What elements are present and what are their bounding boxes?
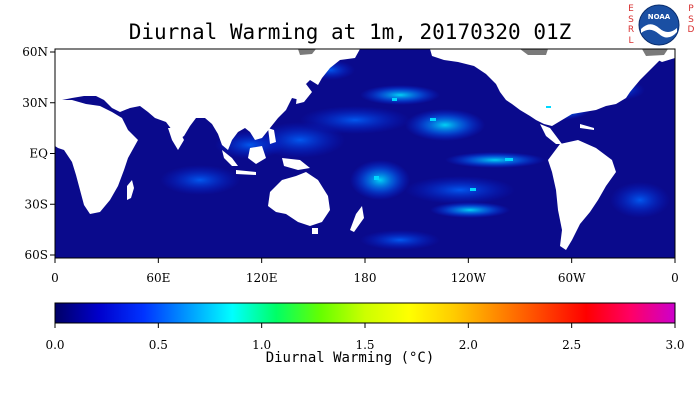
longitude-ticks: 0 60E 120E 180 120W 60W 0 (51, 258, 679, 285)
map-title: Diurnal Warming at 1m, 20170320 01Z (128, 20, 572, 44)
lon-tick-label: 0 (671, 271, 679, 285)
lat-tick-label: 30S (25, 197, 49, 211)
lat-tick-label: EQ (29, 147, 48, 161)
new-zealand (350, 206, 364, 232)
warming-speckles (374, 98, 551, 191)
japan (296, 84, 312, 104)
logo-letter: L (628, 35, 634, 46)
colorbar-ticks: 0.0 0.5 1.0 1.5 2.0 2.5 3.0 (45, 323, 685, 352)
south-america (548, 140, 616, 250)
lon-tick-label: 60E (146, 271, 170, 285)
colorbar-title: Diurnal Warming (°C) (265, 350, 435, 366)
uk (60, 58, 70, 72)
lat-tick-label: 60S (25, 248, 49, 262)
logo-letter: P (688, 4, 694, 14)
madagascar (127, 180, 134, 200)
central-america (540, 124, 562, 144)
logo-letter: R (627, 25, 635, 35)
sea-ice (298, 49, 668, 56)
map-panel (55, 49, 675, 258)
lon-tick-label: 60W (558, 271, 586, 285)
philippines (268, 128, 276, 144)
lon-tick-label: 120E (246, 271, 278, 285)
noaa-logo-text: NOAA (648, 13, 671, 21)
java (236, 170, 256, 175)
colorbar-tick-label: 3.0 (665, 338, 684, 352)
north-america (430, 49, 660, 126)
lon-tick-label: 120W (451, 271, 487, 285)
colorbar (54, 302, 676, 324)
colorbar-tick-label: 1.0 (252, 338, 271, 352)
colorbar-tick-label: 2.0 (459, 338, 478, 352)
noaa-logo: NOAA (638, 4, 680, 46)
colorbar-tick-label: 1.5 (355, 338, 374, 352)
australia (268, 172, 330, 226)
logo-letter: E (628, 4, 634, 14)
borneo (248, 146, 266, 164)
lat-tick-label: 60N (22, 45, 48, 59)
lon-tick-label: 180 (354, 271, 377, 285)
new-guinea (282, 158, 310, 170)
africa (55, 100, 138, 214)
logo-letter: S (628, 14, 634, 25)
caribbean (580, 124, 594, 130)
eurasia (55, 49, 360, 150)
sumatra (222, 150, 238, 166)
lat-tick-label: 30N (22, 96, 48, 110)
land-masses (55, 49, 675, 250)
lon-tick-label: 0 (51, 271, 59, 285)
colorbar-tick-label: 2.5 (562, 338, 581, 352)
colorbar-tick-label: 0.0 (45, 338, 64, 352)
latitude-ticks: 60N 30N EQ 30S 60S (22, 45, 55, 262)
logo-letter: S (688, 14, 694, 25)
india (168, 128, 184, 150)
colorbar-tick-label: 0.5 (149, 338, 168, 352)
tasmania (312, 228, 318, 234)
logo-letter: D (687, 25, 695, 35)
